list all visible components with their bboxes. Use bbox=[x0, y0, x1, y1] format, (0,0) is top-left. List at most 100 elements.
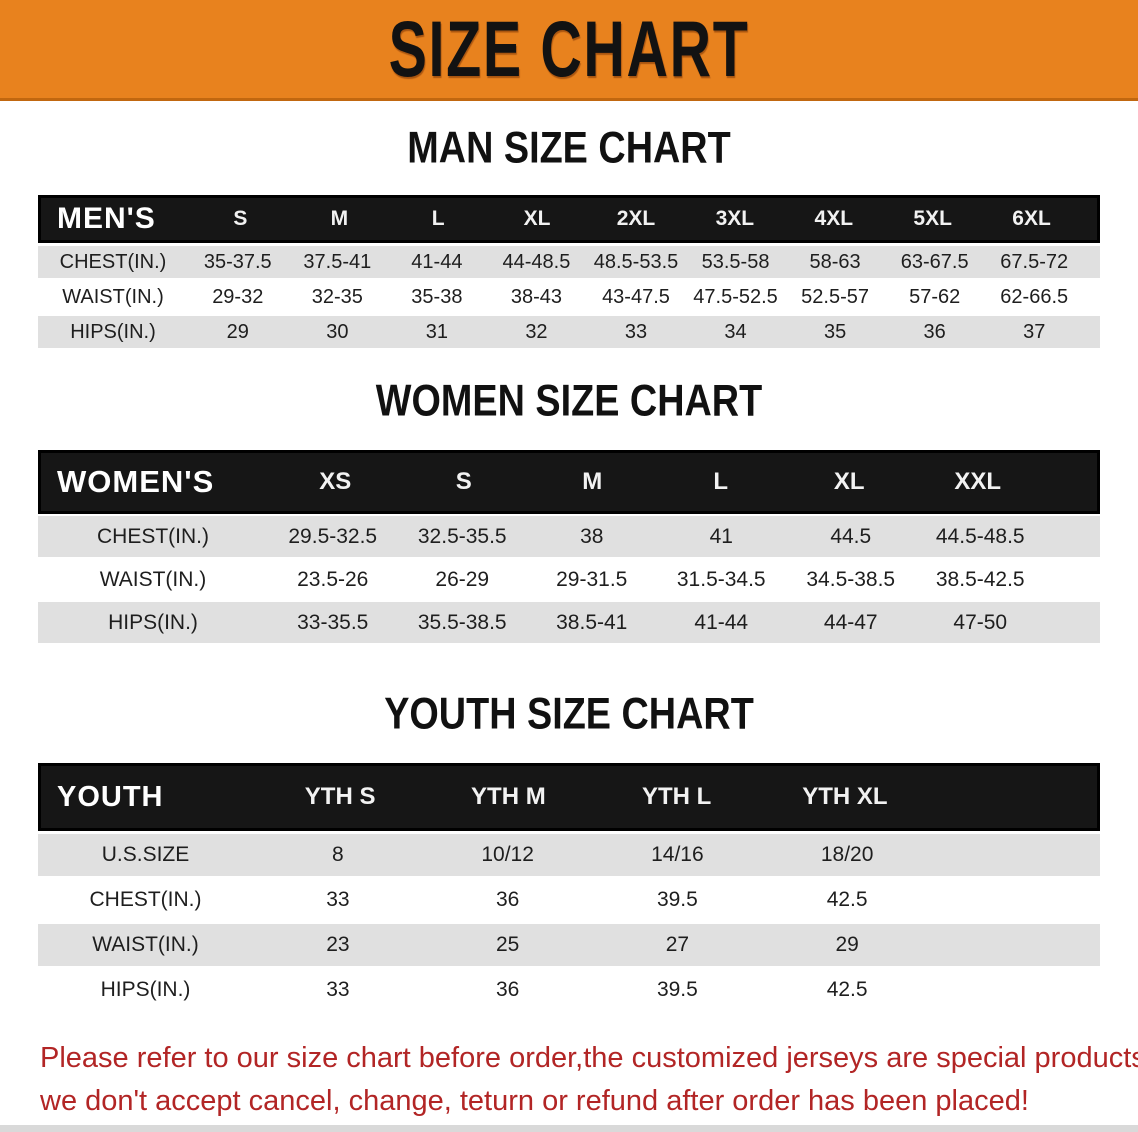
table-cell: 31 bbox=[425, 320, 448, 343]
note-line-2: we don't accept cancel, change, teturn o… bbox=[40, 1085, 1029, 1117]
table-cell: 32.5-35.5 bbox=[417, 524, 507, 548]
table-row: HIPS(IN.) 33-35.5 35.5-38.5 38.5-41 41-44 44-… bbox=[38, 602, 1100, 643]
table-cell: 26-29 bbox=[435, 567, 490, 591]
mens-size-table: MEN'S S M L XL 2XL 3XL 4XL 5XL 6XL CHEST(IN.) 35-3… bbox=[38, 195, 1100, 348]
table-row: WAIST(IN.) 23.5-26 26-29 29-31.5 31.5-34.5 34… bbox=[38, 559, 1100, 600]
table-cell: 33-35.5 bbox=[297, 610, 369, 634]
youth-table-body: U.S.SIZE 8 10/12 14/16 18/20 CHEST(IN.) 33 36 39… bbox=[38, 834, 1100, 1011]
table-cell: 53.5-58 bbox=[701, 250, 770, 273]
table-cell: 33 bbox=[326, 978, 350, 1001]
table-cell: 38 bbox=[580, 524, 604, 548]
size-column-header: S bbox=[233, 207, 248, 230]
table-cell: 38-43 bbox=[510, 285, 563, 308]
table-cell: 37 bbox=[1023, 320, 1046, 343]
table-cell: 31.5-34.5 bbox=[676, 567, 766, 591]
table-cell: 33 bbox=[326, 888, 350, 911]
row-label: U.S.SIZE bbox=[101, 843, 190, 866]
table-cell: 32 bbox=[525, 320, 548, 343]
table-cell: 30 bbox=[326, 320, 349, 343]
size-column-header: M bbox=[582, 468, 603, 495]
size-column-header: YTH L bbox=[641, 783, 712, 810]
table-cell: 43-47.5 bbox=[602, 285, 670, 308]
size-column-header: XXL bbox=[954, 468, 1002, 495]
table-cell: 27 bbox=[665, 933, 690, 956]
table-cell: 39.5 bbox=[656, 978, 698, 1001]
table-cell: 23.5-26 bbox=[297, 567, 369, 591]
table-cell: 42.5 bbox=[826, 978, 868, 1001]
row-label: WAIST(IN.) bbox=[62, 285, 164, 308]
size-column-header: 5XL bbox=[913, 207, 952, 230]
size-column-header: S bbox=[455, 468, 472, 495]
table-cell: 47-50 bbox=[953, 610, 1008, 634]
size-column-header: M bbox=[330, 207, 349, 230]
banner: SIZE CHART bbox=[0, 0, 1138, 101]
table-cell: 37.5-41 bbox=[303, 250, 372, 273]
bottom-edge-strip bbox=[0, 1125, 1138, 1132]
table-cell: 29 bbox=[226, 320, 249, 343]
table-cell: 44-47 bbox=[823, 610, 878, 634]
table-cell: 47.5-52.5 bbox=[693, 285, 778, 308]
table-cell: 63-67.5 bbox=[900, 250, 969, 273]
table-row: U.S.SIZE 8 10/12 14/16 18/20 bbox=[38, 834, 1100, 876]
table-cell: 29-31.5 bbox=[556, 567, 628, 591]
table-cell: 32-35 bbox=[311, 285, 363, 308]
row-label: HIPS(IN.) bbox=[108, 610, 198, 634]
table-row: WAIST(IN.) 23 25 27 29 bbox=[38, 924, 1100, 966]
size-column-header: XS bbox=[319, 468, 352, 495]
table-cell: 8 bbox=[332, 843, 344, 866]
table-row: CHEST(IN.) 35-37.5 37.5-41 41-44 44-48.5 48.5… bbox=[38, 246, 1100, 278]
table-cell: 58-63 bbox=[809, 250, 861, 273]
men-section-heading: MAN SIZE CHART bbox=[407, 122, 731, 173]
womens-size-table: WOMEN'S XS S M L XL XXL CHEST(IN.) 29.5-32.5 32.… bbox=[38, 450, 1100, 643]
youth-table-header: YOUTH YTH S YTH M YTH L YTH XL bbox=[38, 763, 1100, 831]
table-cell: 57-62 bbox=[909, 285, 961, 308]
table-cell: 35-38 bbox=[411, 285, 463, 308]
size-column-header: L bbox=[431, 207, 445, 230]
table-cell: 36 bbox=[923, 320, 946, 343]
size-column-header: 2XL bbox=[616, 207, 656, 230]
table-cell: 38.5-41 bbox=[556, 610, 628, 634]
table-row: CHEST(IN.) 33 36 39.5 42.5 bbox=[38, 879, 1100, 921]
table-cell: 41-44 bbox=[411, 250, 463, 273]
youth-table-title-cell: YOUTH bbox=[57, 780, 164, 813]
row-label: WAIST(IN.) bbox=[99, 567, 207, 591]
men-table-title-cell: MEN'S bbox=[57, 202, 156, 235]
womens-table-body: CHEST(IN.) 29.5-32.5 32.5-35.5 38 41 44.5 44.5… bbox=[38, 516, 1100, 643]
size-column-header: L bbox=[713, 468, 729, 495]
table-cell: 44.5 bbox=[830, 524, 872, 548]
size-column-header: YTH M bbox=[471, 783, 546, 810]
table-cell: 34.5-38.5 bbox=[806, 567, 896, 591]
table-cell: 35.5-38.5 bbox=[417, 610, 507, 634]
table-cell: 10/12 bbox=[481, 843, 534, 866]
table-row: HIPS(IN.) 33 36 39.5 42.5 bbox=[38, 969, 1100, 1011]
size-column-header: 6XL bbox=[1012, 207, 1051, 230]
note-line-1: Please refer to our size chart before or… bbox=[40, 1042, 1138, 1074]
row-label: WAIST(IN.) bbox=[92, 933, 199, 956]
mens-table-header: MEN'S S M L XL 2XL 3XL 4XL 5XL 6XL bbox=[38, 195, 1100, 243]
row-label: HIPS(IN.) bbox=[70, 320, 156, 343]
row-label: CHEST(IN.) bbox=[89, 888, 202, 911]
row-label: HIPS(IN.) bbox=[100, 978, 191, 1001]
table-cell: 44-48.5 bbox=[502, 250, 571, 273]
table-cell: 29-32 bbox=[212, 285, 264, 308]
table-cell: 29.5-32.5 bbox=[288, 524, 378, 548]
size-column-header: XL bbox=[833, 468, 865, 495]
table-cell: 34 bbox=[724, 320, 747, 343]
table-cell: 38.5-42.5 bbox=[935, 567, 1025, 591]
mens-table-body: CHEST(IN.) 35-37.5 37.5-41 41-44 44-48.5 48.5… bbox=[38, 246, 1100, 348]
table-cell: 29 bbox=[835, 933, 859, 956]
table-cell: 42.5 bbox=[826, 888, 868, 911]
table-cell: 36 bbox=[495, 888, 520, 911]
table-cell: 52.5-57 bbox=[801, 285, 870, 308]
womens-table-header: WOMEN'S XS S M L XL XXL bbox=[38, 450, 1100, 514]
table-cell: 35-37.5 bbox=[203, 250, 272, 273]
table-row: CHEST(IN.) 29.5-32.5 32.5-35.5 38 41 44.5 44.5… bbox=[38, 516, 1100, 557]
youth-size-table: YOUTH YTH S YTH M YTH L YTH XL U.S.SIZE 8 10/1… bbox=[38, 763, 1100, 1011]
table-cell: 41 bbox=[709, 524, 733, 548]
table-cell: 44.5-48.5 bbox=[935, 524, 1025, 548]
size-column-header: YTH XL bbox=[802, 783, 888, 810]
table-cell: 41-44 bbox=[694, 610, 749, 634]
table-cell: 35 bbox=[823, 320, 847, 343]
row-label: CHEST(IN.) bbox=[97, 524, 209, 548]
